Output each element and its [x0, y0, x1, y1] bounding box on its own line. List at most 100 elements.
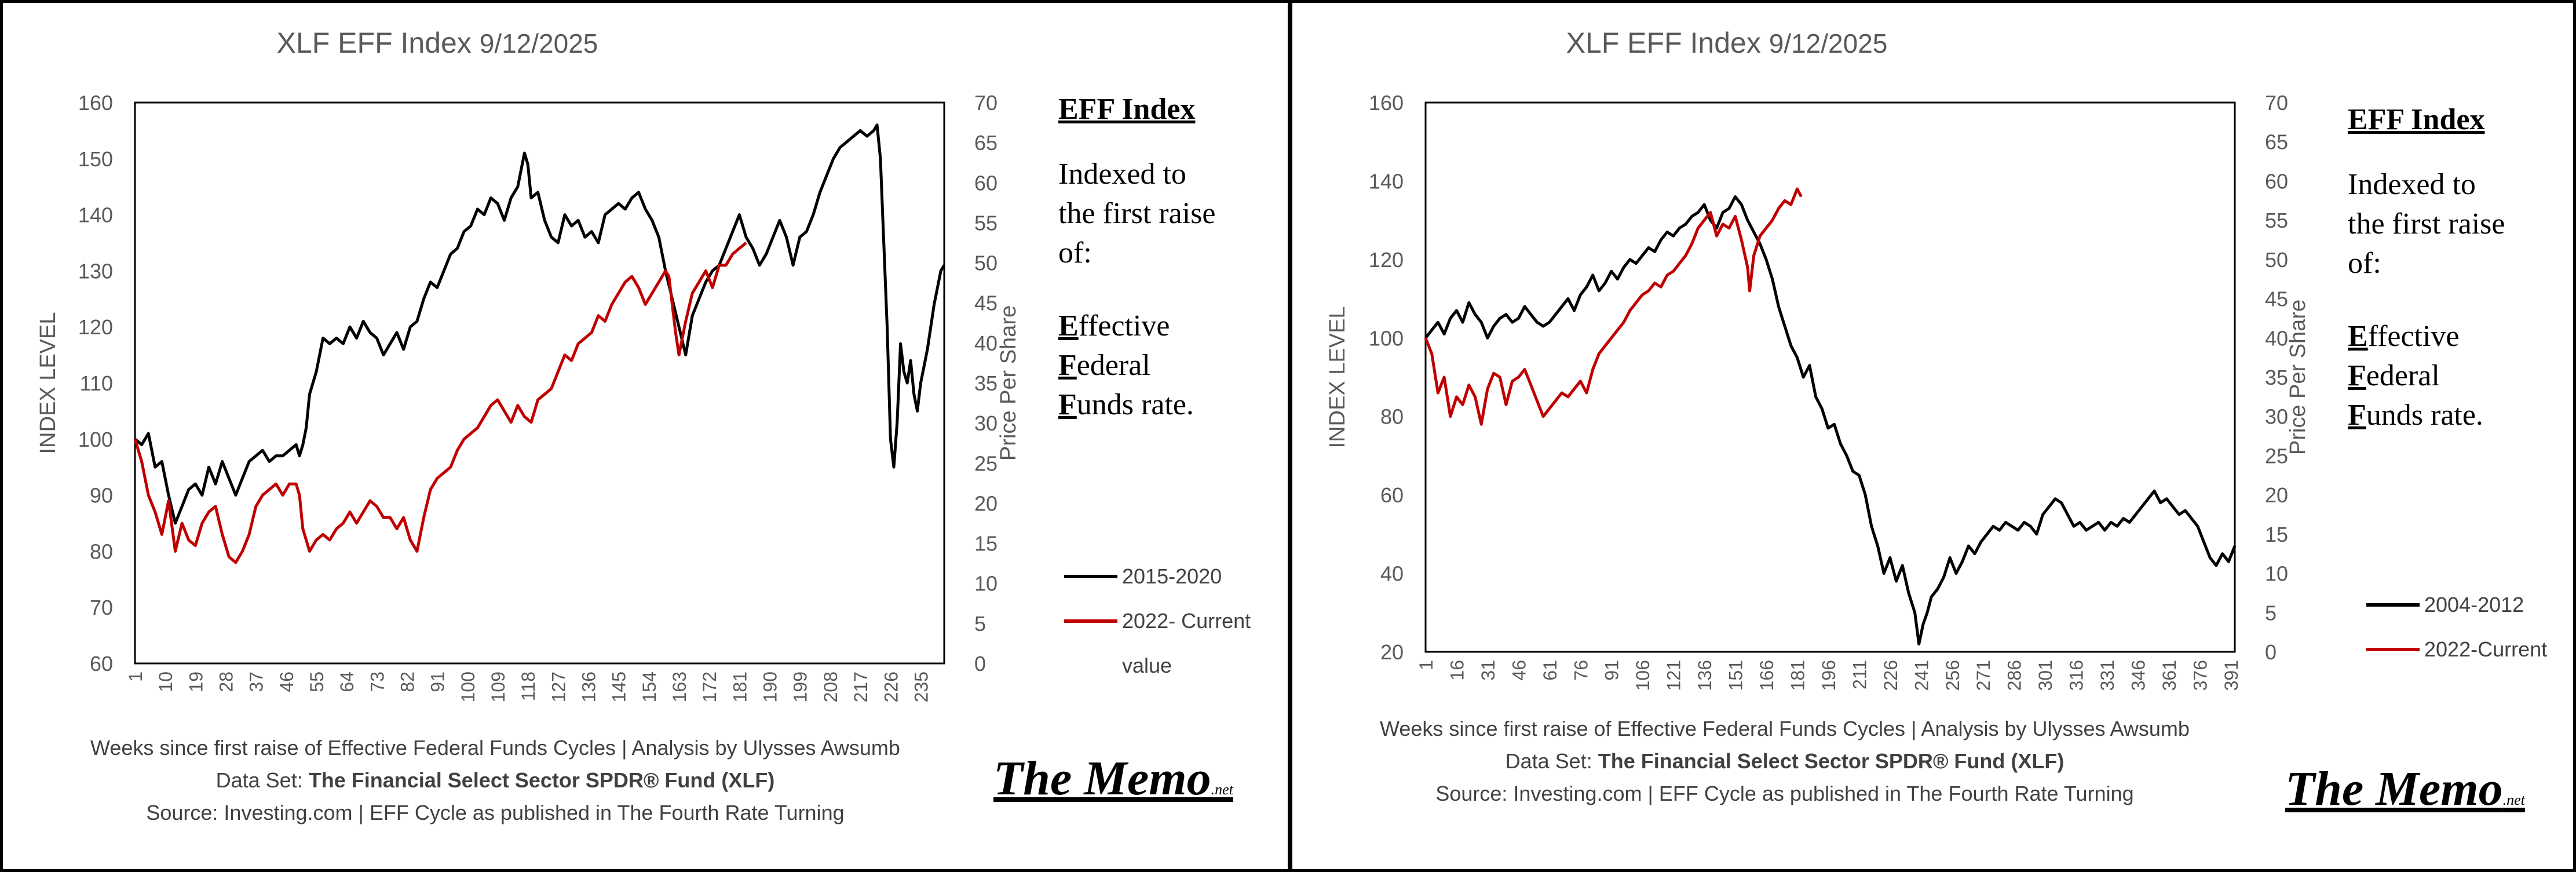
y-axis-title: INDEX LEVEL: [1325, 307, 1350, 448]
x-tick-label: 226: [1880, 660, 1901, 691]
footer-dataset: Data Set: The Financial Select Sector SP…: [90, 764, 901, 797]
chart-legend: 2004-2012 2022-Current: [2366, 590, 2547, 664]
note-effective: Effective: [2348, 317, 2505, 356]
x-tick-label: 37: [246, 672, 267, 692]
legend-swatch: [2366, 603, 2420, 607]
eff-index-note: EFF Index Indexed to the first raise of:…: [1058, 90, 1215, 425]
y2-tick-label: 30: [974, 411, 997, 435]
y-tick-label: 120: [1369, 248, 1404, 272]
note-federal: Federal: [1058, 346, 1215, 385]
x-tick-label: 316: [2066, 660, 2087, 691]
y-tick-label: 140: [1369, 169, 1404, 193]
x-tick-label: 1: [125, 672, 146, 682]
x-tick-label: 136: [1694, 660, 1715, 691]
plot-area-border: [1426, 103, 2235, 652]
y-tick-label: 160: [1369, 91, 1404, 115]
y-tick-label: 150: [78, 147, 113, 171]
y-tick-label: 70: [90, 596, 113, 619]
x-tick-label: 163: [669, 672, 690, 702]
x-tick-label: 301: [2035, 660, 2056, 691]
x-tick-label: 1: [1416, 660, 1437, 670]
x-tick-label: 217: [850, 672, 871, 702]
chart-footer: Weeks since first raise of Effective Fed…: [1379, 713, 2190, 810]
y2-tick-label: 50: [974, 251, 997, 275]
legend-item-2015-2020: 2015-2020: [1064, 562, 1251, 591]
footer-source: Source: Investing.com | EFF Cycle as pub…: [1379, 778, 2190, 810]
x-tick-label: 211: [1849, 660, 1870, 689]
y-tick-label: 90: [90, 484, 113, 508]
x-tick-label: 154: [639, 672, 660, 702]
x-tick-label: 208: [820, 672, 841, 702]
legend-item-2022-current: 2022- Current: [1064, 607, 1251, 636]
x-tick-label: 106: [1632, 660, 1653, 691]
footer-source: Source: Investing.com | EFF Cycle as pub…: [90, 797, 901, 829]
y2-tick-label: 25: [974, 451, 997, 475]
y2-tick-label: 20: [2265, 483, 2288, 507]
y2-tick-label: 50: [2265, 248, 2288, 272]
y-axis-title: INDEX LEVEL: [36, 312, 60, 454]
x-tick-label: 76: [1570, 660, 1591, 681]
note-funds-rate: Funds rate.: [1058, 385, 1215, 425]
y2-axis-title: Price Per Share: [996, 305, 1021, 461]
y-tick-label: 130: [78, 259, 113, 283]
legend-item-value: value: [1064, 651, 1251, 680]
the-memo-logo: The Memo.net: [2285, 761, 2525, 817]
x-tick-label: 64: [337, 672, 357, 692]
y-tick-label: 140: [78, 203, 113, 227]
x-tick-label: 100: [458, 672, 478, 702]
x-tick-label: 391: [2221, 660, 2242, 691]
footer-analysis: Weeks since first raise of Effective Fed…: [90, 732, 901, 764]
y-tick-label: 120: [78, 315, 113, 339]
y2-tick-label: 5: [974, 612, 986, 636]
y2-tick-label: 0: [2265, 640, 2277, 664]
note-line: the first raise: [2348, 205, 2505, 244]
y-tick-label: 80: [1380, 405, 1404, 429]
series-line-2015-2020: [135, 125, 944, 523]
note-line: Indexed to: [1058, 155, 1215, 194]
y2-tick-label: 60: [974, 171, 997, 195]
y-tick-label: 100: [78, 428, 113, 451]
y2-axis-title: Price Per Share: [2286, 300, 2310, 455]
note-line: of:: [1058, 233, 1215, 273]
y-tick-label: 110: [80, 371, 113, 395]
series-line-2004-2012: [1426, 197, 2235, 644]
y2-tick-label: 40: [2265, 326, 2288, 350]
chart-panel-left: XLF EFF Index 9/12/2025 60 70 80 90 100 110 12…: [0, 0, 1291, 872]
the-memo-logo: The Memo.net: [993, 750, 1233, 807]
y2-tick-label: 55: [974, 211, 997, 235]
note-line: the first raise: [1058, 194, 1215, 233]
x-tick-label: 31: [1478, 660, 1499, 681]
x-tick-label: 28: [216, 672, 237, 692]
x-tick-label: 16: [1446, 660, 1467, 681]
y2-tick-label: 15: [2265, 523, 2288, 546]
x-tick-label: 196: [1818, 660, 1839, 691]
y2-tick-label: 0: [974, 652, 986, 676]
x-tick-label: 181: [729, 672, 750, 702]
legend-swatch: [2366, 648, 2420, 651]
y-tick-label: 100: [1369, 326, 1404, 350]
y2-tick-label: 65: [2265, 130, 2288, 154]
series-line-2022-current: [135, 243, 746, 563]
y2-tick-label: 25: [2265, 444, 2288, 468]
chart-panel-right: XLF EFF Index 9/12/2025 20 40 60 80 100 120 14…: [1289, 0, 2576, 872]
x-tick-label: 331: [2097, 660, 2118, 691]
x-tick-label: 118: [518, 672, 539, 701]
y2-tick-label: 70: [2265, 91, 2288, 115]
y2-tick-label: 65: [974, 131, 997, 155]
y2-tick-label: 20: [974, 491, 997, 515]
y2-tick-label: 15: [974, 532, 997, 556]
note-heading: EFF Index: [2348, 100, 2505, 140]
x-tick-label: 286: [2004, 660, 2025, 691]
x-tick-label: 166: [1756, 660, 1777, 691]
x-tick-label: 376: [2190, 660, 2210, 691]
legend-swatch: [1064, 619, 1117, 623]
x-tick-label: 82: [397, 672, 418, 692]
x-tick-label: 109: [488, 672, 509, 702]
x-tick-label: 91: [1602, 660, 1623, 681]
x-tick-label: 271: [1973, 660, 1994, 691]
note-effective: Effective: [1058, 307, 1215, 346]
x-tick-label: 10: [155, 672, 176, 692]
legend-swatch: [1064, 575, 1117, 578]
y2-tick-label: 5: [2265, 601, 2277, 625]
x-tick-label: 256: [1942, 660, 1963, 691]
